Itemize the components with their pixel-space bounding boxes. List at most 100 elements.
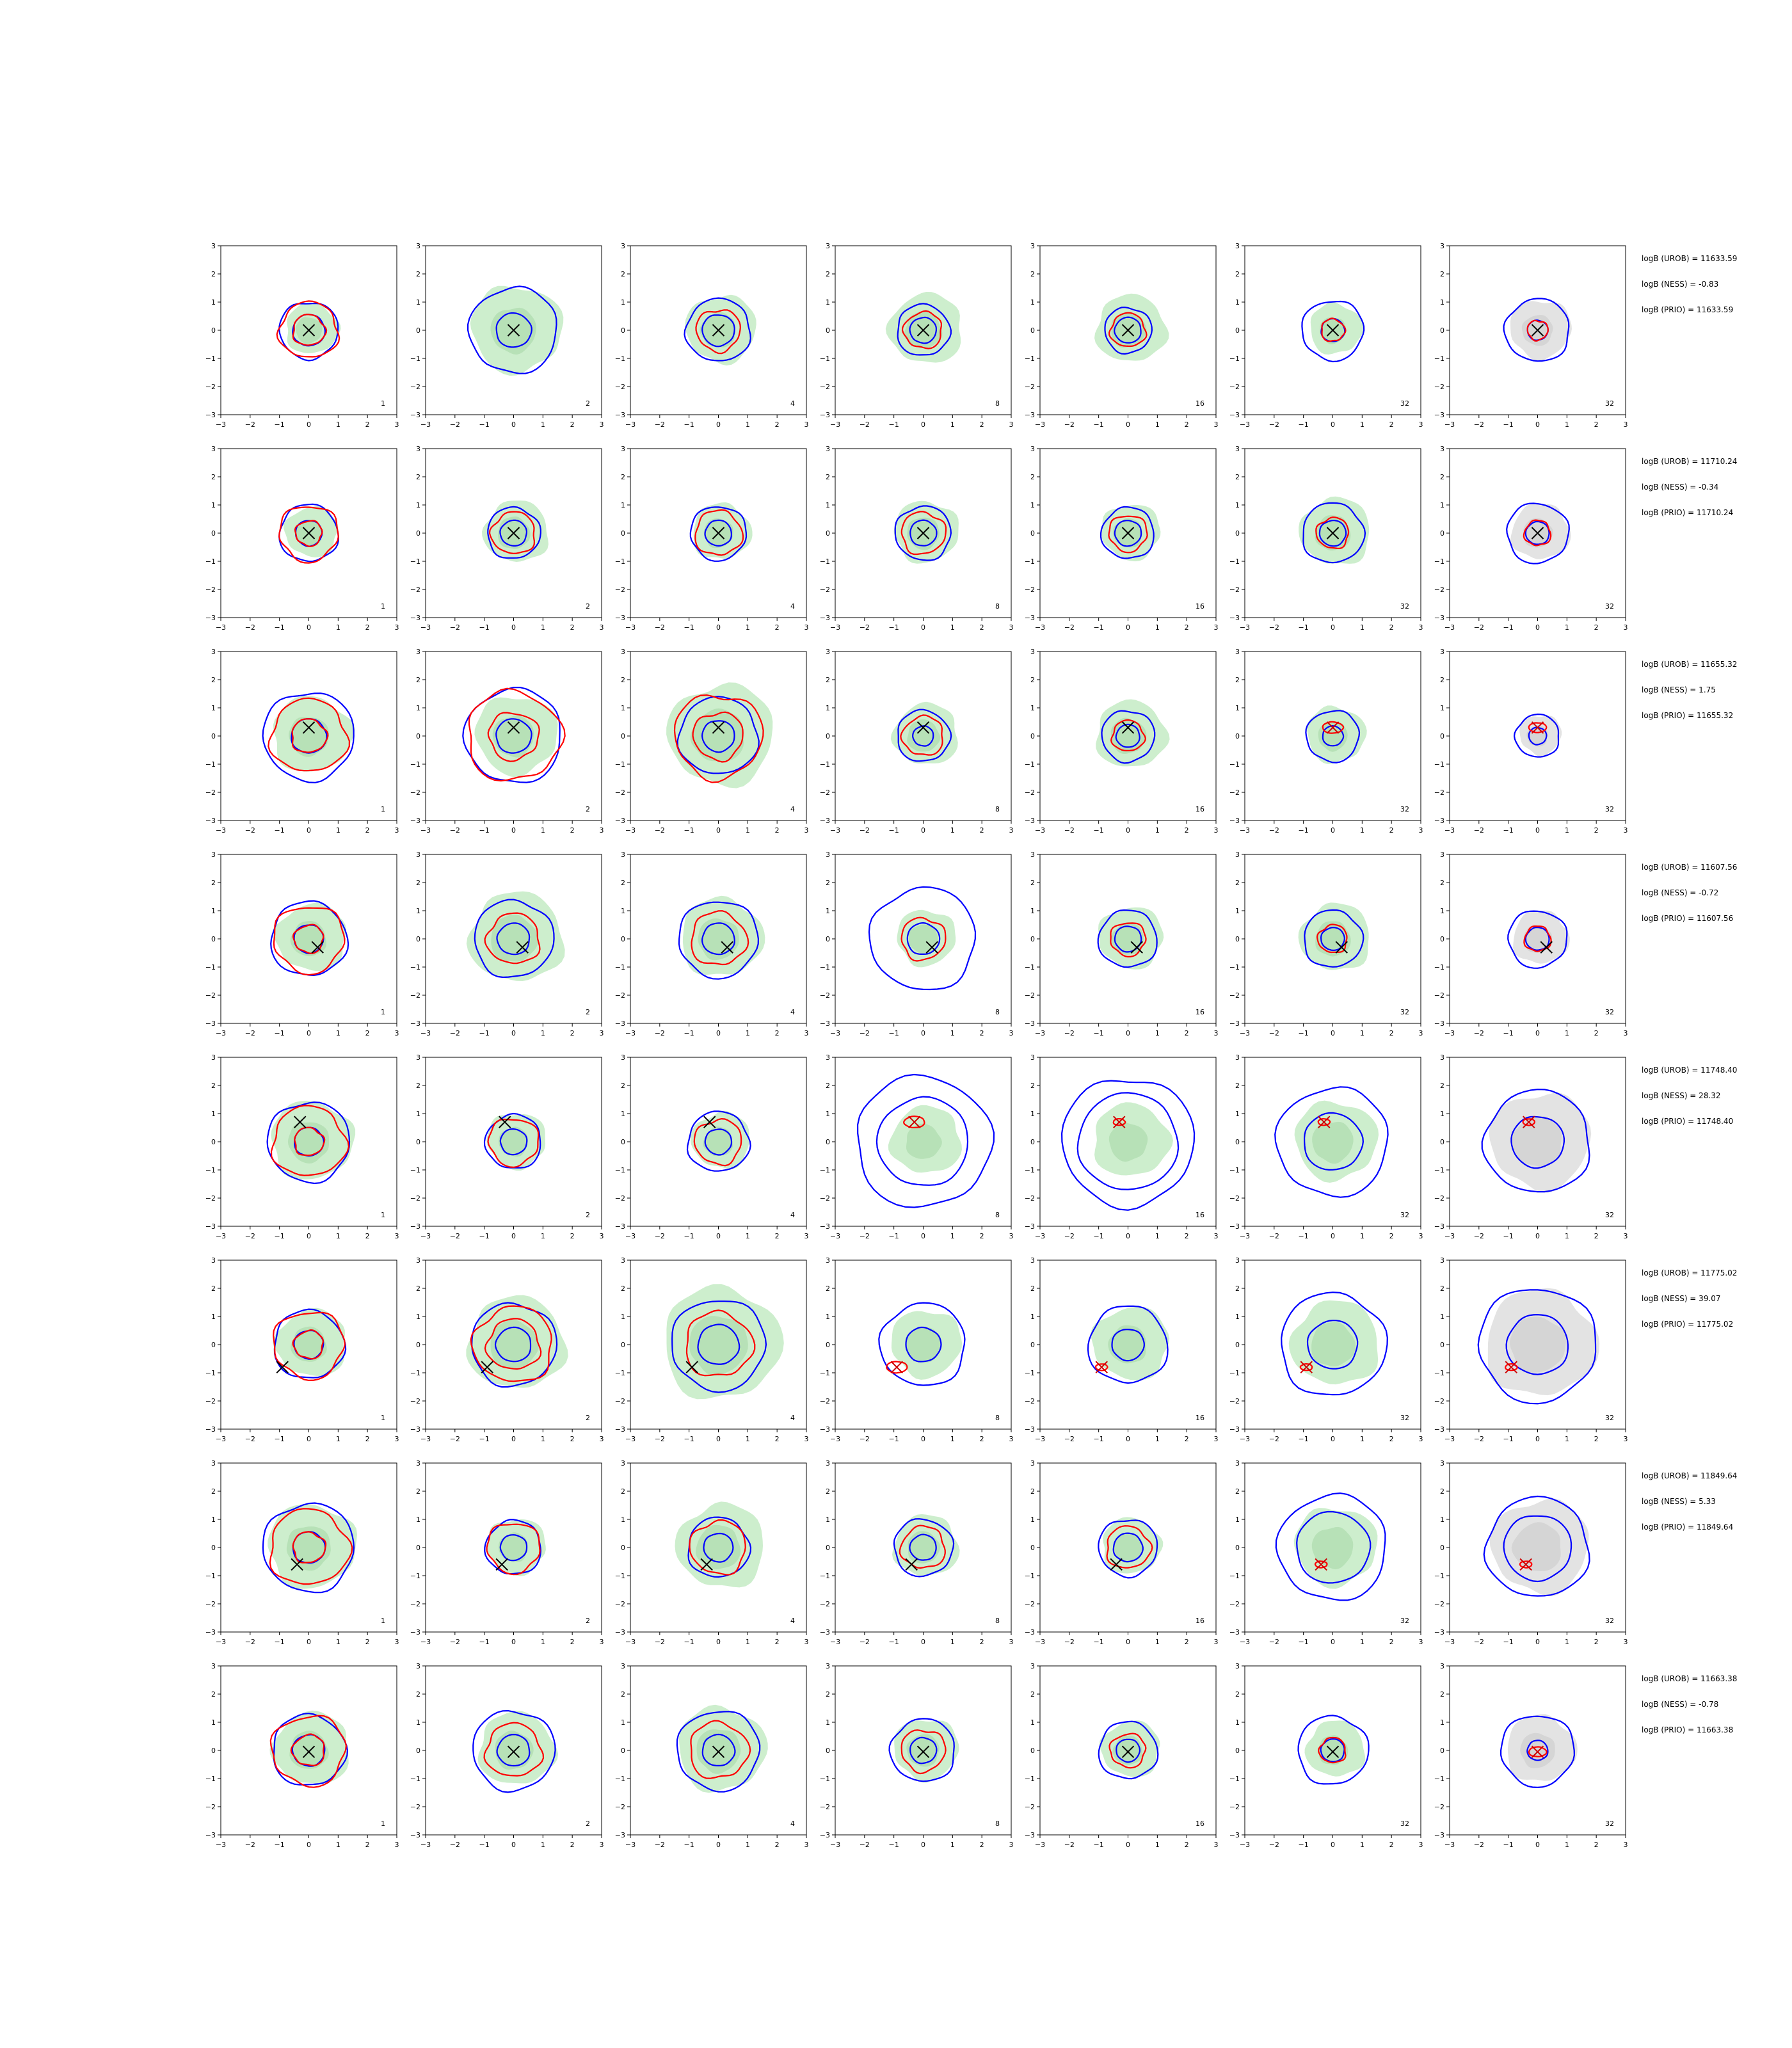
x-tick-label: 0 <box>1535 1435 1540 1443</box>
red-contour <box>689 1519 746 1576</box>
density-fill-inner <box>1510 1316 1566 1373</box>
y-tick-label: 3 <box>1235 1459 1240 1468</box>
y-tick-label: −3 <box>1229 1628 1240 1636</box>
y-tick-label: −2 <box>410 788 420 797</box>
x-tick-label: 0 <box>921 1029 925 1037</box>
true-value-marker <box>712 721 725 734</box>
y-tick-label: 1 <box>826 907 830 915</box>
panel-r4-c6: −3 −2 −1 0 1 2 3 −3 −2 −1 0 1 2 3 32 <box>1229 851 1423 1037</box>
x-tick-label: 3 <box>1419 1029 1423 1037</box>
x-tick-label: 3 <box>600 1029 604 1037</box>
blue-contour <box>1060 1080 1196 1211</box>
y-tick-label: 1 <box>416 1110 420 1118</box>
y-tick-label: −3 <box>820 411 830 419</box>
y-tick-label: −1 <box>820 557 830 566</box>
red-contour <box>900 916 947 962</box>
blue-contour <box>499 1128 528 1156</box>
logb-annotation: logB (PRIO) = 11633.59 <box>1642 305 1733 314</box>
x-tick-label: 2 <box>1389 420 1394 429</box>
panel-r4-c1: −3 −2 −1 0 1 2 3 −3 −2 −1 0 1 2 3 1 <box>205 851 399 1037</box>
y-tick-label: 3 <box>416 851 420 859</box>
x-tick-label: −2 <box>245 826 255 835</box>
panel-plot-area <box>269 1710 349 1788</box>
y-tick-label: 2 <box>621 473 625 481</box>
y-tick-label: −2 <box>410 1803 420 1811</box>
x-tick-label: −3 <box>1444 826 1455 835</box>
x-tick-label: 3 <box>1214 1435 1219 1443</box>
logb-annotation: logB (NESS) = -0.34 <box>1642 483 1718 492</box>
y-tick-label: 0 <box>1235 529 1240 538</box>
blue-contour <box>1281 1292 1388 1396</box>
y-tick-label: 2 <box>621 1284 625 1293</box>
panel-number-label: 1 <box>381 1820 385 1828</box>
x-tick-label: 0 <box>716 1029 721 1037</box>
density-fill-inner <box>1511 1522 1561 1571</box>
x-tick-label: 3 <box>1624 826 1628 835</box>
y-tick-label: −1 <box>205 760 216 769</box>
x-tick-label: 3 <box>1624 420 1628 429</box>
y-tick-label: 1 <box>211 298 216 307</box>
y-tick-label: 2 <box>1235 879 1240 887</box>
x-tick-label: −1 <box>684 420 694 429</box>
x-tick-label: −1 <box>1094 1435 1104 1443</box>
panel-number-label: 2 <box>586 1820 590 1828</box>
panel-r2-c3: −3 −2 −1 0 1 2 3 −3 −2 −1 0 1 2 3 4 <box>615 445 809 632</box>
blue-contour <box>1112 1532 1144 1563</box>
blue-contour <box>697 1324 740 1365</box>
x-tick-label: −1 <box>889 420 899 429</box>
x-tick-label: 1 <box>950 1029 955 1037</box>
panel-plot-area <box>868 886 977 991</box>
x-tick-label: 3 <box>1009 623 1014 632</box>
x-tick-label: −1 <box>1299 1841 1309 1849</box>
y-tick-label: −3 <box>1025 1831 1035 1839</box>
y-tick-label: −1 <box>1025 355 1035 363</box>
y-tick-label: 1 <box>1235 1718 1240 1727</box>
blue-contour <box>671 1300 767 1393</box>
x-tick-label: 2 <box>365 1029 370 1037</box>
panel-r4-c2: −3 −2 −1 0 1 2 3 −3 −2 −1 0 1 2 3 2 <box>410 851 604 1037</box>
y-tick-label: −2 <box>205 1194 216 1203</box>
x-tick-label: −2 <box>450 1232 460 1240</box>
panel-plot-area <box>278 503 340 564</box>
x-tick-label: 0 <box>307 623 311 632</box>
y-tick-label: 3 <box>416 1053 420 1062</box>
red-contour <box>900 511 947 556</box>
x-tick-label: 2 <box>570 420 575 429</box>
panel-plot-area <box>678 895 765 980</box>
x-tick-label: 1 <box>1360 1638 1364 1646</box>
y-tick-label: −1 <box>410 355 420 363</box>
x-tick-label: −2 <box>1474 1841 1484 1849</box>
x-tick-label: −1 <box>275 1029 285 1037</box>
x-tick-label: −2 <box>1269 420 1279 429</box>
y-tick-label: −3 <box>820 817 830 825</box>
y-tick-label: 0 <box>621 935 625 943</box>
y-tick-label: 2 <box>1030 270 1035 278</box>
panel-number-label: 1 <box>381 1008 385 1016</box>
x-tick-label: 2 <box>1185 1841 1189 1849</box>
x-tick-label: −3 <box>420 623 431 632</box>
y-tick-label: 2 <box>1235 676 1240 684</box>
y-tick-label: 2 <box>826 473 830 481</box>
x-tick-label: −3 <box>1240 826 1250 835</box>
x-tick-label: 2 <box>570 1232 575 1240</box>
logb-annotation: logB (PRIO) = 11748.40 <box>1642 1117 1733 1126</box>
y-tick-label: 1 <box>416 704 420 712</box>
blue-contour <box>494 1326 532 1363</box>
y-tick-label: −3 <box>410 411 420 419</box>
x-tick-label: 0 <box>716 1638 721 1646</box>
x-tick-label: −1 <box>1503 826 1514 835</box>
y-tick-label: −1 <box>820 760 830 769</box>
y-tick-label: 3 <box>826 445 830 453</box>
panel-plot-area <box>1096 699 1170 767</box>
x-tick-label: 3 <box>1214 1232 1219 1240</box>
panel-r7-c4: −3 −2 −1 0 1 2 3 −3 −2 −1 0 1 2 3 8 <box>820 1459 1014 1646</box>
blue-contour <box>701 314 735 348</box>
panel-number-label: 8 <box>995 399 1000 408</box>
y-tick-label: 2 <box>1235 473 1240 481</box>
x-tick-label: 2 <box>365 420 370 429</box>
x-tick-label: 0 <box>1126 1232 1130 1240</box>
panel-r8-c2: −3 −2 −1 0 1 2 3 −3 −2 −1 0 1 2 3 2 <box>410 1662 604 1849</box>
x-tick-label: −2 <box>1269 1638 1279 1646</box>
x-tick-label: 2 <box>1185 1232 1189 1240</box>
density-fill-inner <box>1113 1533 1143 1564</box>
